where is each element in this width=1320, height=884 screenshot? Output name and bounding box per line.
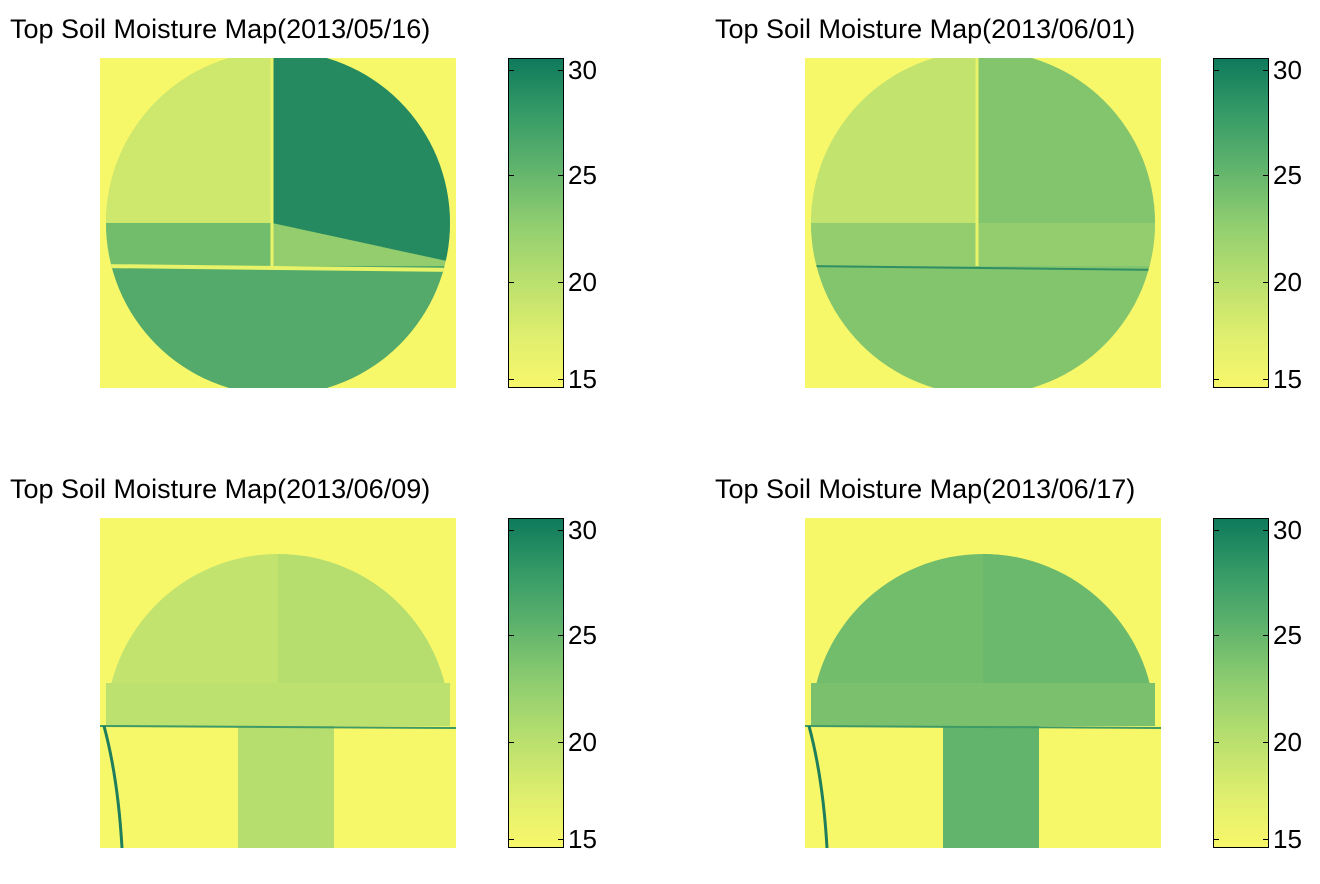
colorbar-tick (558, 175, 564, 176)
chart-title: Top Soil Moisture Map(2013/05/16) (10, 14, 431, 44)
colorbar-tick-label: 25 (568, 620, 597, 650)
colorbar-tick (508, 530, 514, 531)
northwest-quadrant (811, 58, 977, 223)
moisture-heatmap (100, 58, 456, 388)
east-west-strip (106, 683, 450, 726)
center-road (106, 264, 450, 272)
colorbar-tick-label: 30 (1273, 55, 1302, 85)
colorbar-tick (508, 282, 514, 283)
colorbar-tick-label: 15 (568, 364, 597, 394)
colorbar-tick-label: 30 (568, 55, 597, 85)
south-center-block (238, 726, 334, 848)
colorbar (1213, 58, 1269, 388)
colorbar-tick (1213, 379, 1219, 380)
colorbar-tick (558, 70, 564, 71)
center-road (805, 725, 1161, 729)
chart-title: Top Soil Moisture Map(2013/06/09) (10, 474, 431, 504)
chart-title: Top Soil Moisture Map(2013/06/17) (715, 474, 1136, 504)
colorbar-tick (1263, 635, 1269, 636)
colorbar-tick-label: 25 (568, 160, 597, 190)
colorbar-tick (508, 839, 514, 840)
colorbar-tick-label: 15 (568, 824, 597, 854)
south-center-block (943, 726, 1039, 848)
colorbar-tick-label: 20 (1273, 727, 1302, 757)
colorbar-tick (1263, 839, 1269, 840)
south-half (811, 266, 1155, 388)
colorbar-tick-label: 25 (1273, 160, 1302, 190)
soil-map-panel-4: Top Soil Moisture Map(2013/06/17) 15 20 … (705, 460, 1320, 884)
colorbar-tick-label: 20 (1273, 267, 1302, 297)
colorbar-tick (1213, 282, 1219, 283)
colorbar-tick (508, 742, 514, 743)
colorbar-tick (1263, 379, 1269, 380)
soil-map-panel-2: Top Soil Moisture Map(2013/06/01) 15 20 … (705, 0, 1320, 424)
soil-map-panel-3: Top Soil Moisture Map(2013/06/09) 15 20 … (0, 460, 660, 884)
soil-map-panel-1: Top Soil Moisture Map(2013/05/16) 15 20 … (0, 0, 660, 424)
colorbar-tick-label: 20 (568, 267, 597, 297)
colorbar-tick (558, 742, 564, 743)
colorbar-tick (558, 282, 564, 283)
colorbar (508, 518, 564, 848)
colorbar-tick (1263, 530, 1269, 531)
colorbar (1213, 518, 1269, 848)
colorbar-tick-label: 30 (568, 515, 597, 545)
colorbar-tick-label: 15 (1273, 364, 1302, 394)
colorbar-tick (1213, 839, 1219, 840)
colorbar-tick (558, 379, 564, 380)
colorbar-tick (1263, 742, 1269, 743)
colorbar-tick (508, 635, 514, 636)
east-west-strip (811, 223, 1155, 266)
west-ditch (807, 725, 829, 848)
colorbar-tick-label: 20 (568, 727, 597, 757)
moisture-heatmap (100, 518, 456, 848)
moisture-heatmap (805, 58, 1161, 388)
colorbar-tick (1263, 282, 1269, 283)
colorbar-tick (1263, 70, 1269, 71)
colorbar-tick (558, 839, 564, 840)
northeast-quadrant (977, 58, 1155, 223)
colorbar-tick (1213, 635, 1219, 636)
colorbar-tick-label: 15 (1273, 824, 1302, 854)
center-road (811, 265, 1155, 271)
colorbar-tick (1213, 530, 1219, 531)
colorbar-tick (1213, 742, 1219, 743)
colorbar-tick (508, 70, 514, 71)
colorbar-tick (1263, 175, 1269, 176)
colorbar-tick (508, 175, 514, 176)
colorbar-tick (558, 530, 564, 531)
colorbar-tick (508, 379, 514, 380)
chart-title: Top Soil Moisture Map(2013/06/01) (715, 14, 1136, 44)
south-half (106, 266, 450, 388)
colorbar-tick (1213, 175, 1219, 176)
colorbar-tick (558, 635, 564, 636)
center-road (100, 725, 456, 729)
colorbar-tick (1213, 70, 1219, 71)
west-ditch (102, 725, 124, 848)
northwest-quadrant (106, 58, 272, 223)
moisture-heatmap (805, 518, 1161, 848)
colorbar-tick-label: 25 (1273, 620, 1302, 650)
colorbar-tick-label: 30 (1273, 515, 1302, 545)
colorbar (508, 58, 564, 388)
east-west-strip (106, 223, 272, 266)
east-west-strip (811, 683, 1155, 726)
